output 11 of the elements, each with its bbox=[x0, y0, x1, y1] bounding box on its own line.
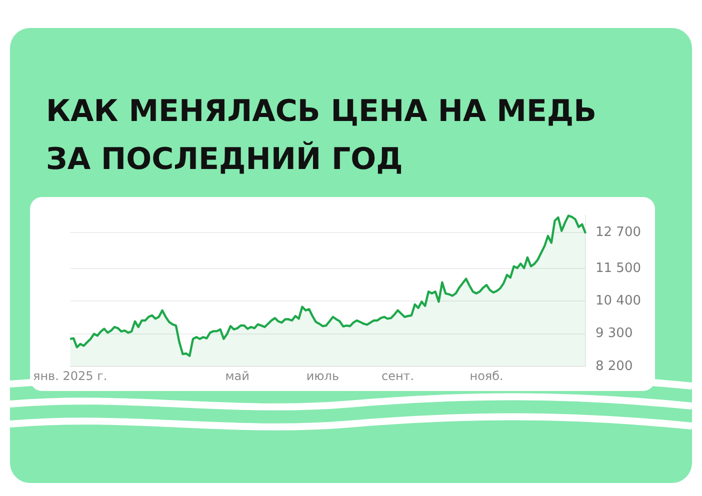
y-tick-label: 9 300 bbox=[596, 326, 633, 342]
x-tick-label: сент. bbox=[381, 368, 414, 383]
x-tick-label: нояб. bbox=[470, 368, 504, 383]
chart-title: КАК МЕНЯЛАСЬ ЦЕНА НА МЕДЬ ЗА ПОСЛЕДНИЙ ГОД bbox=[46, 93, 598, 179]
x-tick-label: май bbox=[225, 368, 250, 383]
x-tick-label: июль bbox=[306, 368, 340, 383]
y-tick-label: 10 400 bbox=[596, 293, 642, 308]
x-tick-label: янв. 2025 г. bbox=[32, 368, 108, 383]
y-tick-label: 8 200 bbox=[596, 358, 633, 374]
y-tick-label: 12 700 bbox=[596, 225, 642, 240]
y-tick-label: 11 500 bbox=[596, 260, 642, 276]
